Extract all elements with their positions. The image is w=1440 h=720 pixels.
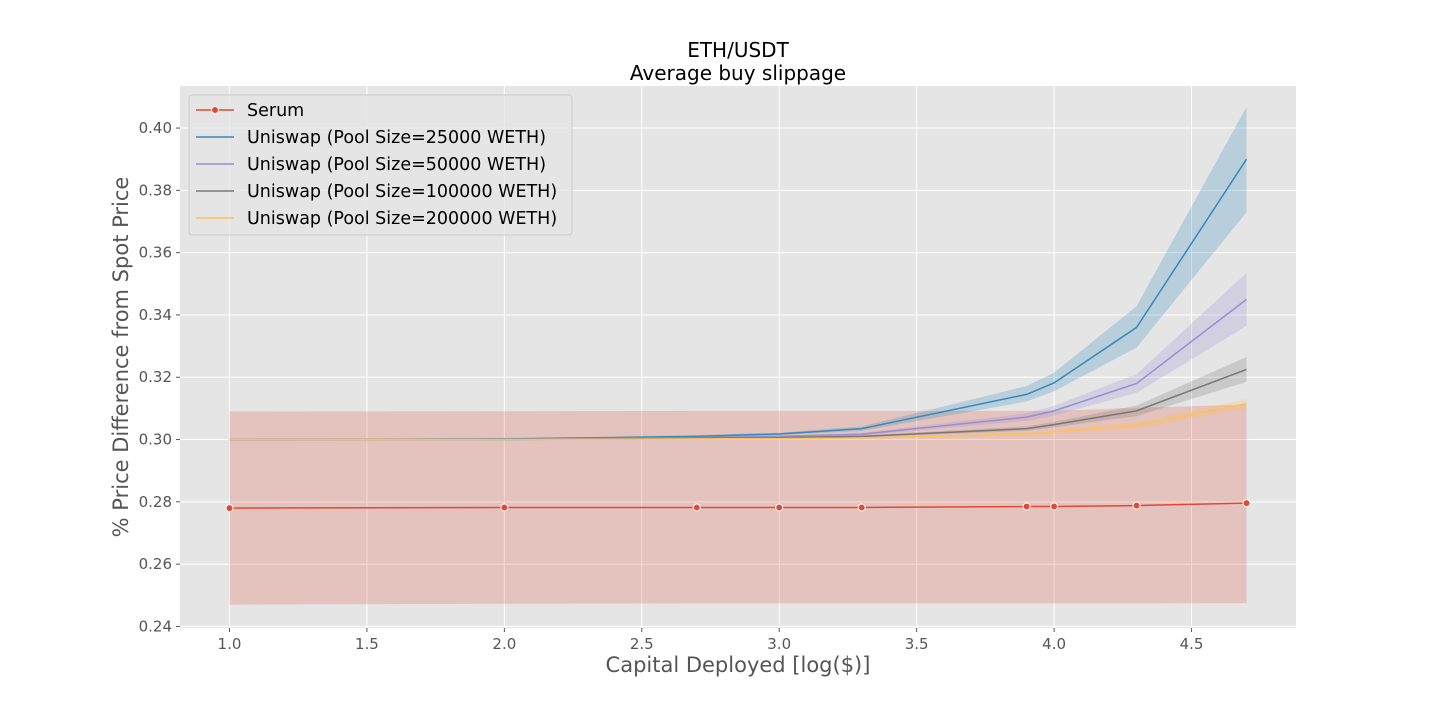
data-point <box>857 503 866 512</box>
legend-label: Serum <box>247 101 304 121</box>
x-axis-label: Capital Deployed [log($)] <box>606 653 871 677</box>
y-axis-label: % Price Difference from Spot Price <box>109 177 133 538</box>
y-tick-label: 0.36 <box>139 244 172 262</box>
chart-subtitle: Average buy slippage <box>630 61 846 85</box>
data-point <box>775 503 784 512</box>
confidence-bands <box>229 106 1247 605</box>
data-point <box>692 503 701 512</box>
y-tick-label: 0.38 <box>139 181 172 199</box>
x-axis-ticks: 1.0 1.5 2.0 2.5 3.0 3.5 4.0 4.5 <box>218 628 1204 653</box>
data-point <box>225 504 234 513</box>
data-point <box>1242 499 1251 508</box>
y-tick-label: 0.26 <box>139 555 172 573</box>
x-tick-label: 2.5 <box>630 635 654 653</box>
chart-title: ETH/USDT <box>687 38 789 62</box>
legend-label: Uniswap (Pool Size=25000 WETH) <box>247 128 546 148</box>
x-tick-label: 4.5 <box>1180 635 1204 653</box>
data-point <box>1050 502 1059 511</box>
x-tick-label: 2.0 <box>492 635 516 653</box>
x-tick-label: 1.5 <box>355 635 379 653</box>
y-tick-label: 0.32 <box>139 368 172 386</box>
x-tick-label: 3.0 <box>767 635 791 653</box>
data-point <box>500 503 509 512</box>
data-point <box>1022 502 1031 511</box>
legend-box <box>188 94 573 236</box>
y-tick-label: 0.40 <box>139 119 172 137</box>
confidence-band-0 <box>229 404 1247 605</box>
legend-label: Uniswap (Pool Size=50000 WETH) <box>247 155 546 175</box>
y-tick-label: 0.24 <box>139 617 172 635</box>
series-line-4 <box>229 402 1247 441</box>
data-point <box>1132 501 1141 510</box>
y-axis-ticks: 0.24 0.26 0.28 0.30 0.32 0.34 0.36 0.38 0.40 <box>139 119 180 635</box>
y-tick-label: 0.34 <box>139 306 172 324</box>
x-tick-label: 4.0 <box>1042 635 1066 653</box>
legend-label: Uniswap (Pool Size=200000 WETH) <box>247 209 557 229</box>
legend-label: Uniswap (Pool Size=100000 WETH) <box>247 182 557 202</box>
y-tick-label: 0.28 <box>139 493 172 511</box>
legend: Serum Uniswap (Pool Size=25000 WETH) Unisw… <box>188 94 573 236</box>
series-lines <box>229 158 1248 509</box>
series-markers <box>225 499 1251 513</box>
legend-marker <box>211 106 219 114</box>
y-tick-label: 0.30 <box>139 431 172 449</box>
x-tick-label: 3.5 <box>905 635 929 653</box>
x-tick-label: 1.0 <box>218 635 242 653</box>
